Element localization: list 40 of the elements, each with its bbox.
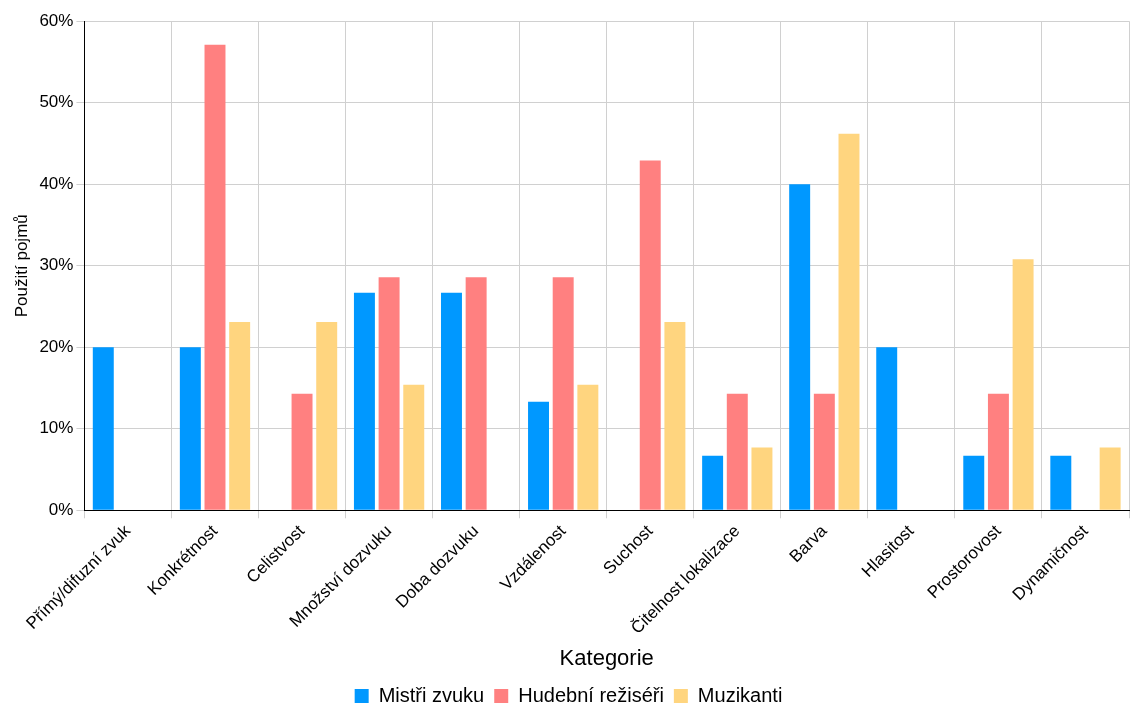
bar xyxy=(789,184,811,510)
bar xyxy=(353,292,375,510)
bar xyxy=(751,447,773,510)
y-tick-label: 10% xyxy=(39,418,74,438)
y-tick-label: 60% xyxy=(39,10,74,30)
legend-label: Mistři zvuku xyxy=(378,683,485,706)
bar xyxy=(528,401,550,510)
bar xyxy=(813,393,835,510)
bar xyxy=(664,321,686,510)
bar xyxy=(179,347,201,510)
y-axis-title: Použití pojmů xyxy=(11,214,31,318)
bar xyxy=(204,44,226,510)
bar xyxy=(403,384,425,510)
bar xyxy=(441,292,462,510)
legend-label: Muzikanti xyxy=(697,683,783,706)
bar xyxy=(838,133,860,510)
bar xyxy=(876,347,898,510)
bar xyxy=(1012,259,1034,510)
bar xyxy=(577,384,599,510)
bar xyxy=(987,393,1009,510)
x-axis-title: Kategorie xyxy=(559,644,654,670)
y-tick-label: 30% xyxy=(39,255,74,275)
y-tick-label: 50% xyxy=(39,92,74,112)
bar xyxy=(229,321,251,510)
bar xyxy=(726,393,748,510)
bar xyxy=(1050,455,1072,510)
y-tick-label: 20% xyxy=(39,336,74,356)
bar xyxy=(316,321,338,510)
bar xyxy=(702,455,724,510)
bar xyxy=(378,277,400,510)
bar xyxy=(639,160,661,510)
bar xyxy=(291,393,313,510)
bar xyxy=(465,277,487,510)
legend-label: Hudební režiséři xyxy=(518,683,664,706)
bar xyxy=(92,347,114,510)
bar xyxy=(963,455,985,510)
y-tick-label: 0% xyxy=(48,499,74,519)
bar xyxy=(1099,447,1121,510)
bar xyxy=(552,277,574,510)
y-tick-label: 40% xyxy=(39,173,74,193)
